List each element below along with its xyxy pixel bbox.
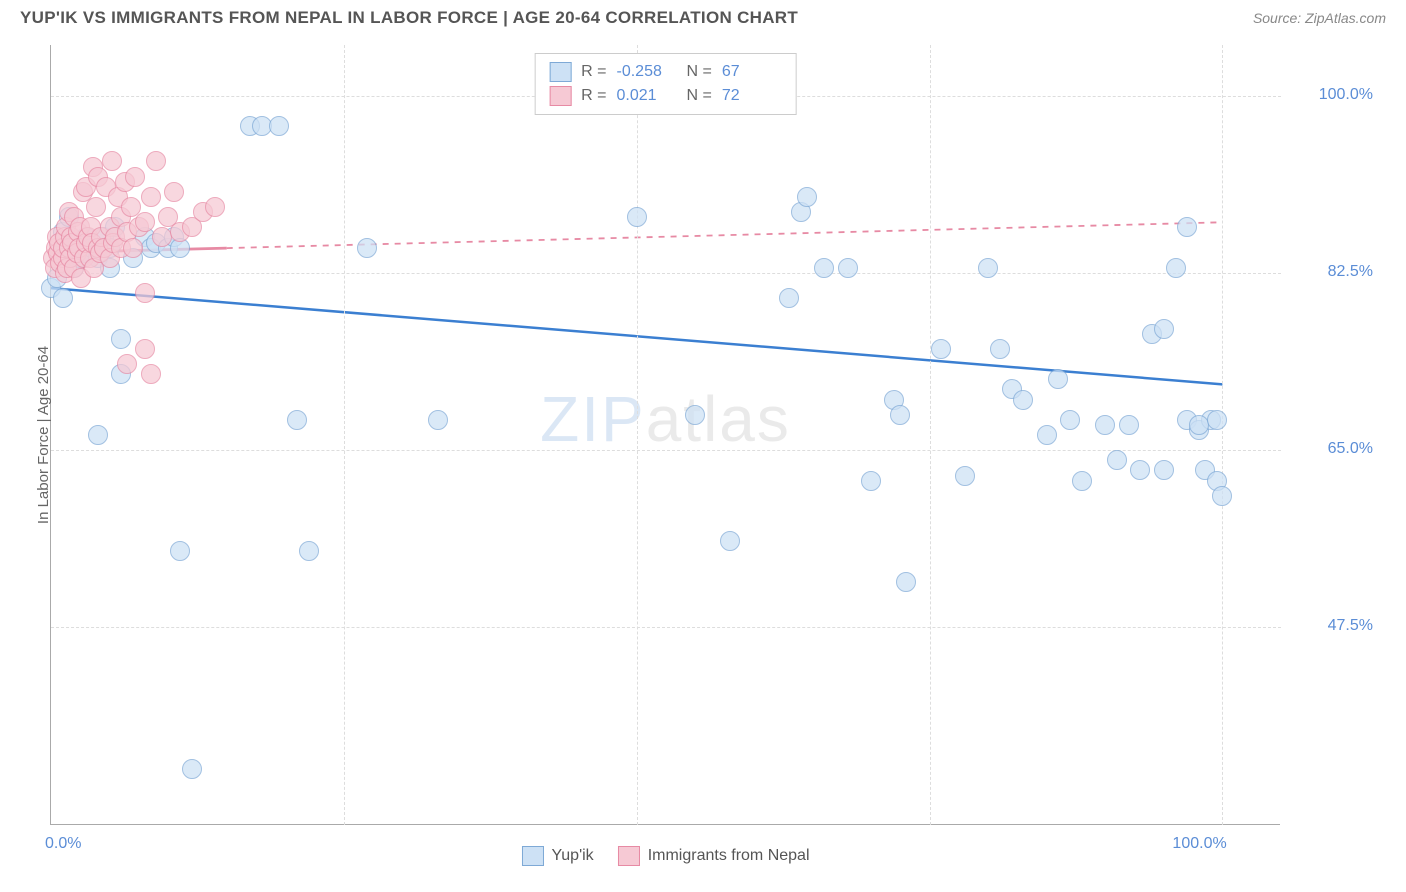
legend-row: R = 0.021 N = 72 — [549, 84, 782, 108]
grid-line — [51, 273, 1281, 274]
data-point — [838, 258, 858, 278]
data-point — [720, 531, 740, 551]
grid-line — [51, 627, 1281, 628]
y-tick-label: 100.0% — [1293, 86, 1373, 104]
data-point — [117, 354, 137, 374]
data-point — [53, 288, 73, 308]
data-point — [1177, 217, 1197, 237]
data-point — [141, 364, 161, 384]
data-point — [357, 238, 377, 258]
legend-swatch — [521, 846, 543, 866]
n-value: 72 — [722, 87, 782, 105]
data-point — [1095, 415, 1115, 435]
data-point — [135, 339, 155, 359]
y-axis-label: In Labor Force | Age 20-64 — [35, 346, 52, 524]
r-label: R = — [581, 63, 606, 81]
data-point — [86, 197, 106, 217]
data-point — [102, 151, 122, 171]
watermark-zip: ZIP — [540, 383, 646, 455]
data-point — [125, 167, 145, 187]
watermark-atlas: atlas — [646, 383, 791, 455]
data-point — [1060, 410, 1080, 430]
watermark: ZIPatlas — [540, 382, 791, 456]
legend-label: Immigrants from Nepal — [648, 847, 810, 865]
data-point — [1037, 425, 1057, 445]
data-point — [170, 541, 190, 561]
data-point — [1107, 450, 1127, 470]
data-point — [861, 471, 881, 491]
y-tick-label: 47.5% — [1293, 617, 1373, 635]
data-point — [269, 116, 289, 136]
data-point — [164, 182, 184, 202]
data-point — [1119, 415, 1139, 435]
legend-swatch — [549, 62, 571, 82]
correlation-legend: R = -0.258 N = 67 R = 0.021 N = 72 — [534, 53, 797, 115]
y-tick-label: 82.5% — [1293, 263, 1373, 281]
data-point — [111, 329, 131, 349]
data-point — [978, 258, 998, 278]
chart-container: ZIPatlas R =-0.258N =67R =0.021N =72 Yup… — [50, 45, 1390, 840]
n-value: 67 — [722, 63, 782, 81]
data-point — [797, 187, 817, 207]
n-label: N = — [687, 87, 712, 105]
plot-area: ZIPatlas R =-0.258N =67R =0.021N =72 Yup… — [50, 45, 1280, 825]
data-point — [1207, 410, 1227, 430]
legend-row: R = -0.258 N = 67 — [549, 60, 782, 84]
data-point — [1130, 460, 1150, 480]
n-label: N = — [687, 63, 712, 81]
grid-line — [1222, 45, 1223, 825]
data-point — [685, 405, 705, 425]
data-point — [135, 212, 155, 232]
data-point — [182, 759, 202, 779]
legend-swatch — [549, 86, 571, 106]
data-point — [779, 288, 799, 308]
y-tick-label: 65.0% — [1293, 440, 1373, 458]
data-point — [428, 410, 448, 430]
r-value: -0.258 — [617, 63, 677, 81]
data-point — [1154, 460, 1174, 480]
grid-line — [637, 45, 638, 825]
x-tick-label: 0.0% — [45, 835, 81, 853]
legend-item: Immigrants from Nepal — [618, 846, 810, 866]
data-point — [990, 339, 1010, 359]
data-point — [88, 425, 108, 445]
data-point — [890, 405, 910, 425]
data-point — [287, 410, 307, 430]
data-point — [955, 466, 975, 486]
data-point — [1166, 258, 1186, 278]
data-point — [814, 258, 834, 278]
chart-title: YUP'IK VS IMMIGRANTS FROM NEPAL IN LABOR… — [20, 8, 798, 28]
data-point — [299, 541, 319, 561]
grid-line — [51, 450, 1281, 451]
trend-lines — [51, 45, 1281, 825]
data-point — [123, 238, 143, 258]
data-point — [627, 207, 647, 227]
data-point — [135, 283, 155, 303]
data-point — [146, 151, 166, 171]
data-point — [1013, 390, 1033, 410]
legend-item: Yup'ik — [521, 846, 593, 866]
series-legend: Yup'ik Immigrants from Nepal — [521, 846, 809, 866]
grid-line — [930, 45, 931, 825]
legend-swatch — [618, 846, 640, 866]
data-point — [1072, 471, 1092, 491]
data-point — [896, 572, 916, 592]
source-label: Source: ZipAtlas.com — [1253, 10, 1386, 26]
r-label: R = — [581, 87, 606, 105]
data-point — [141, 187, 161, 207]
grid-line — [344, 45, 345, 825]
data-point — [1154, 319, 1174, 339]
data-point — [205, 197, 225, 217]
legend-label: Yup'ik — [551, 847, 593, 865]
data-point — [1212, 486, 1232, 506]
data-point — [1048, 369, 1068, 389]
r-value: 0.021 — [617, 87, 677, 105]
x-tick-label: 100.0% — [1172, 835, 1226, 853]
data-point — [931, 339, 951, 359]
